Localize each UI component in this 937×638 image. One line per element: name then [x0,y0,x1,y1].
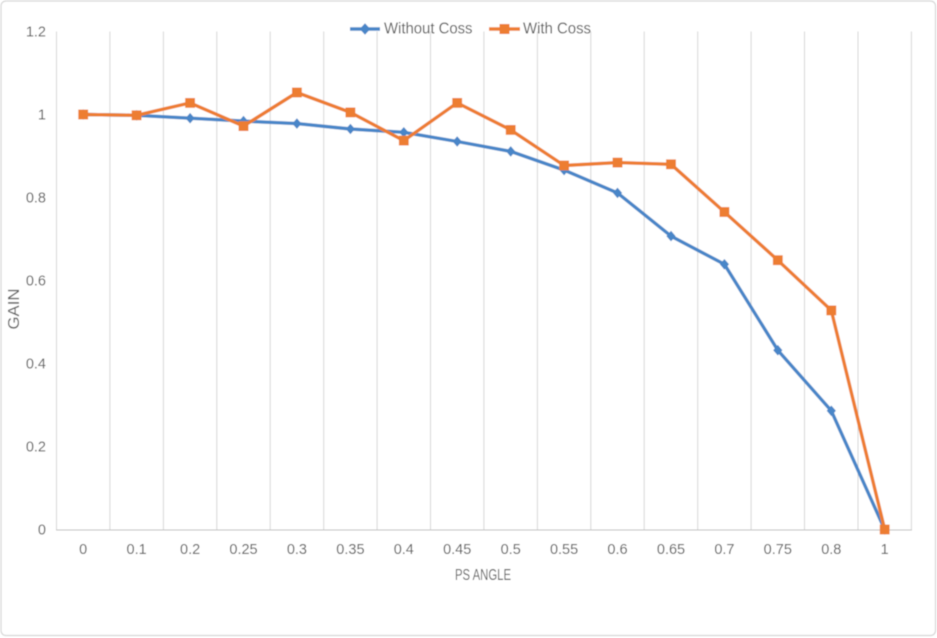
svg-text:0.55: 0.55 [550,542,578,558]
svg-text:0.3: 0.3 [287,542,307,558]
svg-text:GAIN: GAIN [6,289,23,330]
svg-text:0.65: 0.65 [657,542,685,558]
svg-text:0.2: 0.2 [26,440,46,456]
svg-text:1: 1 [38,108,46,124]
svg-text:0.5: 0.5 [501,542,521,558]
svg-text:PS ANGLE: PS ANGLE [455,567,511,584]
svg-text:0.6: 0.6 [26,274,46,290]
svg-text:0.8: 0.8 [821,542,841,558]
svg-text:0: 0 [79,542,87,558]
svg-text:0.8: 0.8 [26,191,46,207]
svg-text:1: 1 [881,542,889,558]
svg-text:0.35: 0.35 [336,542,364,558]
svg-text:0.7: 0.7 [714,542,734,558]
svg-text:1.2: 1.2 [26,25,46,41]
svg-text:0.2: 0.2 [180,542,200,558]
svg-text:0.45: 0.45 [443,542,471,558]
svg-text:0.1: 0.1 [127,542,147,558]
svg-text:0.6: 0.6 [607,542,627,558]
svg-text:Without Coss: Without Coss [384,21,473,38]
svg-text:With Coss: With Coss [523,21,591,38]
svg-text:0: 0 [38,523,46,539]
svg-text:0.25: 0.25 [229,542,257,558]
svg-text:0.4: 0.4 [394,542,414,558]
svg-text:0.4: 0.4 [26,357,46,373]
svg-text:0.75: 0.75 [764,542,792,558]
